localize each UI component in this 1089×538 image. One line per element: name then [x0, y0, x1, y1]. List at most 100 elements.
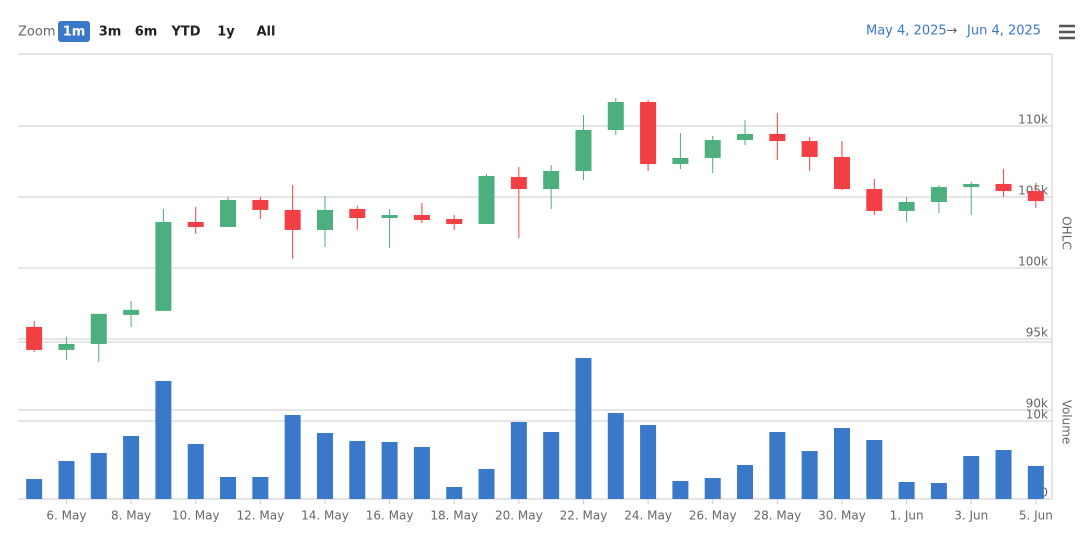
volume-bar: [737, 464, 754, 499]
volume-bar: [543, 431, 560, 499]
x-tick-label: 30. May: [818, 509, 866, 523]
y-tick-label: 110k: [1018, 113, 1048, 127]
volume-bar: [866, 440, 883, 499]
candle-body: [381, 215, 398, 219]
zoom-button-bg: [58, 21, 90, 42]
y-tick-label: 95k: [1026, 326, 1048, 340]
volume-bar: [284, 414, 301, 499]
candle-body: [90, 313, 107, 344]
volume-bar: [252, 477, 269, 499]
x-tick-label: 26. May: [689, 509, 737, 523]
volume-bar: [187, 444, 204, 499]
x-tick-label: 5. Jun: [1019, 509, 1053, 523]
volume-bar: [769, 431, 786, 499]
x-tick-label: 16. May: [366, 509, 414, 523]
volume-bar: [510, 422, 527, 499]
volume-bar: [90, 452, 107, 499]
candle-body: [187, 221, 204, 227]
x-tick-label: 6. May: [46, 509, 86, 523]
candle-body: [349, 208, 366, 219]
y-tick-label: 0: [1040, 486, 1048, 500]
x-tick-label: 22. May: [560, 509, 608, 523]
volume-bar: [446, 486, 463, 499]
candle-body: [316, 209, 333, 230]
candle-body: [123, 309, 140, 315]
x-tick-label: 12. May: [236, 509, 284, 523]
y-tick-label: 90k: [1026, 397, 1048, 411]
zoom-button[interactable]: 6m: [135, 25, 158, 40]
zoom-button[interactable]: 3m: [99, 25, 122, 40]
candle-body: [769, 133, 786, 142]
volume-axis-title: Volume: [1060, 400, 1074, 445]
x-tick-label: 1. Jun: [890, 509, 924, 523]
volume-bar: [672, 480, 689, 499]
volume-bar: [607, 412, 624, 499]
volume-bar: [220, 477, 237, 499]
volume-bar: [898, 481, 915, 499]
volume-bar: [26, 479, 43, 499]
x-tick-label: 14. May: [301, 509, 349, 523]
x-tick-label: 3. Jun: [954, 509, 988, 523]
y-tick-label: 10k: [1026, 408, 1048, 422]
volume-bar: [1027, 466, 1044, 499]
volume-bar: [478, 468, 495, 499]
volume-bar: [381, 441, 398, 499]
candle-body: [155, 221, 172, 311]
candle-body: [220, 199, 237, 227]
volume-bar: [575, 357, 592, 499]
y-tick-label: 100k: [1018, 255, 1048, 269]
volume-bar: [58, 461, 75, 499]
candle-body: [446, 219, 463, 224]
x-tick-label: 24. May: [624, 509, 672, 523]
candle-body: [995, 183, 1012, 192]
candle-body: [284, 209, 301, 230]
volume-bar: [155, 380, 172, 499]
candle-body: [801, 141, 818, 157]
zoom-label: Zoom: [18, 25, 55, 40]
candle-body: [737, 133, 754, 141]
volume-bar: [995, 450, 1012, 499]
y-axis-title: OHLC: [1060, 216, 1074, 250]
candle-body: [607, 102, 624, 130]
menu-icon[interactable]: [1059, 24, 1075, 40]
candle-body: [898, 201, 915, 211]
x-tick-label: 28. May: [753, 509, 801, 523]
candle-body: [930, 187, 947, 202]
volume-bar: [413, 446, 430, 499]
candle-body: [1027, 191, 1044, 201]
zoom-button[interactable]: 1m: [63, 25, 86, 40]
candle-body: [704, 140, 721, 158]
range-to[interactable]: Jun 4, 2025: [966, 24, 1041, 39]
candle-body: [833, 156, 850, 190]
volume-bar: [963, 456, 980, 499]
range-arrow: →: [947, 24, 958, 39]
candle-body: [640, 102, 657, 165]
zoom-button[interactable]: YTD: [170, 25, 200, 40]
volume-bar: [833, 428, 850, 499]
zoom-button[interactable]: All: [257, 25, 276, 40]
candle-body: [963, 183, 980, 188]
candle-body: [866, 189, 883, 211]
volume-bar: [123, 435, 140, 499]
candle-body: [543, 171, 560, 190]
candle-body: [575, 129, 592, 172]
candle-body: [58, 343, 75, 350]
candle-body: [672, 157, 689, 165]
x-tick-label: 10. May: [172, 509, 220, 523]
candle-body: [478, 175, 495, 224]
x-tick-label: 18. May: [430, 509, 478, 523]
candle-body: [510, 176, 527, 190]
volume-bar: [801, 451, 818, 499]
volume-bar: [640, 424, 657, 499]
zoom-button[interactable]: 1y: [217, 25, 235, 40]
x-tick-label: 20. May: [495, 509, 543, 523]
volume-bar: [349, 440, 366, 499]
volume-bar: [704, 478, 721, 499]
volume-bar: [930, 483, 947, 499]
candle-body: [252, 199, 269, 210]
candle-body: [413, 215, 430, 221]
candle-body: [26, 326, 43, 350]
range-from[interactable]: May 4, 2025: [866, 24, 947, 39]
x-tick-label: 8. May: [111, 509, 151, 523]
